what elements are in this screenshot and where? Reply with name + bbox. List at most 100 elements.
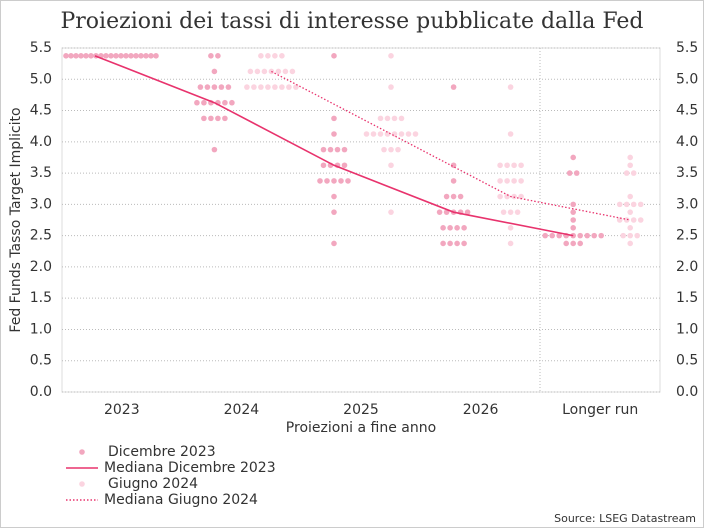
dot xyxy=(279,53,285,59)
dot xyxy=(63,53,69,59)
dot xyxy=(338,178,344,184)
dot xyxy=(440,240,446,247)
dot xyxy=(391,131,398,137)
dot xyxy=(320,146,327,153)
dot xyxy=(218,84,225,90)
dot xyxy=(282,68,289,75)
dot xyxy=(208,53,214,59)
dot xyxy=(148,53,154,59)
y-axis-label: Fed Funds Tasso Target Implicito xyxy=(8,107,24,332)
dot xyxy=(327,146,334,153)
dot xyxy=(627,193,633,200)
dot xyxy=(251,84,257,90)
x-tick-label: 2025 xyxy=(343,402,379,418)
legend-label: Giugno 2024 xyxy=(108,476,198,492)
dot xyxy=(511,193,517,200)
dot xyxy=(500,209,507,215)
dot xyxy=(331,53,337,59)
dot xyxy=(153,53,159,59)
dot xyxy=(73,53,79,59)
dot xyxy=(497,162,503,169)
y-tick-label-right: 1.0 xyxy=(676,321,698,337)
dot xyxy=(461,240,467,247)
x-tick-label: Longer run xyxy=(562,402,638,418)
dot xyxy=(391,115,398,122)
dot xyxy=(258,53,264,59)
dot xyxy=(201,99,207,106)
dot xyxy=(577,240,583,247)
dot xyxy=(507,225,514,231)
dot xyxy=(225,84,232,90)
dot xyxy=(108,53,114,59)
y-tick-label-right: 5.5 xyxy=(676,40,698,56)
dot xyxy=(345,178,351,184)
dot xyxy=(331,115,337,122)
dot xyxy=(222,99,228,106)
dot xyxy=(211,84,218,90)
dot xyxy=(377,115,384,122)
dot xyxy=(518,162,524,169)
dot xyxy=(507,240,514,247)
dot xyxy=(497,193,503,200)
dot xyxy=(412,131,419,137)
y-tick-label: 5.0 xyxy=(30,71,52,87)
dot xyxy=(68,53,74,59)
dot xyxy=(507,84,514,90)
dot xyxy=(405,131,412,137)
dot xyxy=(504,162,510,169)
y-tick-label-right: 3.5 xyxy=(676,165,698,181)
dot xyxy=(370,131,377,137)
dot xyxy=(384,131,391,137)
dot xyxy=(118,53,124,59)
dot xyxy=(563,240,569,247)
dot xyxy=(514,209,521,215)
dot xyxy=(591,232,597,239)
median-line xyxy=(94,55,574,237)
dot xyxy=(197,84,204,90)
dot xyxy=(215,115,221,122)
legend-marker xyxy=(79,481,85,487)
dot xyxy=(566,170,573,176)
dot xyxy=(542,232,548,239)
dot xyxy=(247,68,254,75)
dot xyxy=(464,209,471,215)
dot xyxy=(143,53,149,59)
x-tick-label: 2024 xyxy=(224,402,260,418)
y-tick-label-right: 3.0 xyxy=(676,196,698,212)
y-tick-label: 2.0 xyxy=(30,259,52,275)
dot xyxy=(616,201,623,208)
dot xyxy=(627,240,633,247)
dot xyxy=(627,225,633,231)
dot xyxy=(457,193,464,200)
dot xyxy=(549,232,555,239)
dot xyxy=(627,232,633,239)
dot xyxy=(634,232,640,239)
dot xyxy=(293,84,299,90)
dot xyxy=(504,193,510,200)
dot xyxy=(398,115,405,122)
y-tick-label: 5.5 xyxy=(30,40,52,56)
dot xyxy=(331,240,337,247)
dot xyxy=(637,217,644,223)
dot xyxy=(627,154,633,161)
y-tick-label-right: 5.0 xyxy=(676,71,698,87)
y-tick-label: 0.0 xyxy=(30,384,52,400)
y-tick-label-right: 1.5 xyxy=(676,290,698,306)
dot xyxy=(317,178,323,184)
dot xyxy=(570,154,576,161)
dot xyxy=(388,146,394,153)
y-tick-label-right: 4.5 xyxy=(676,103,698,119)
dot xyxy=(88,53,94,59)
dot xyxy=(363,131,370,137)
dot xyxy=(341,146,348,153)
y-tick-label: 1.5 xyxy=(30,290,52,306)
dot xyxy=(324,178,330,184)
dot xyxy=(320,162,327,169)
dot xyxy=(388,53,394,59)
dot xyxy=(504,178,510,184)
dot xyxy=(244,84,250,90)
dot xyxy=(261,68,268,75)
legend-label: Mediana Dicembre 2023 xyxy=(104,460,276,476)
y-tick-label-right: 2.0 xyxy=(676,259,698,275)
